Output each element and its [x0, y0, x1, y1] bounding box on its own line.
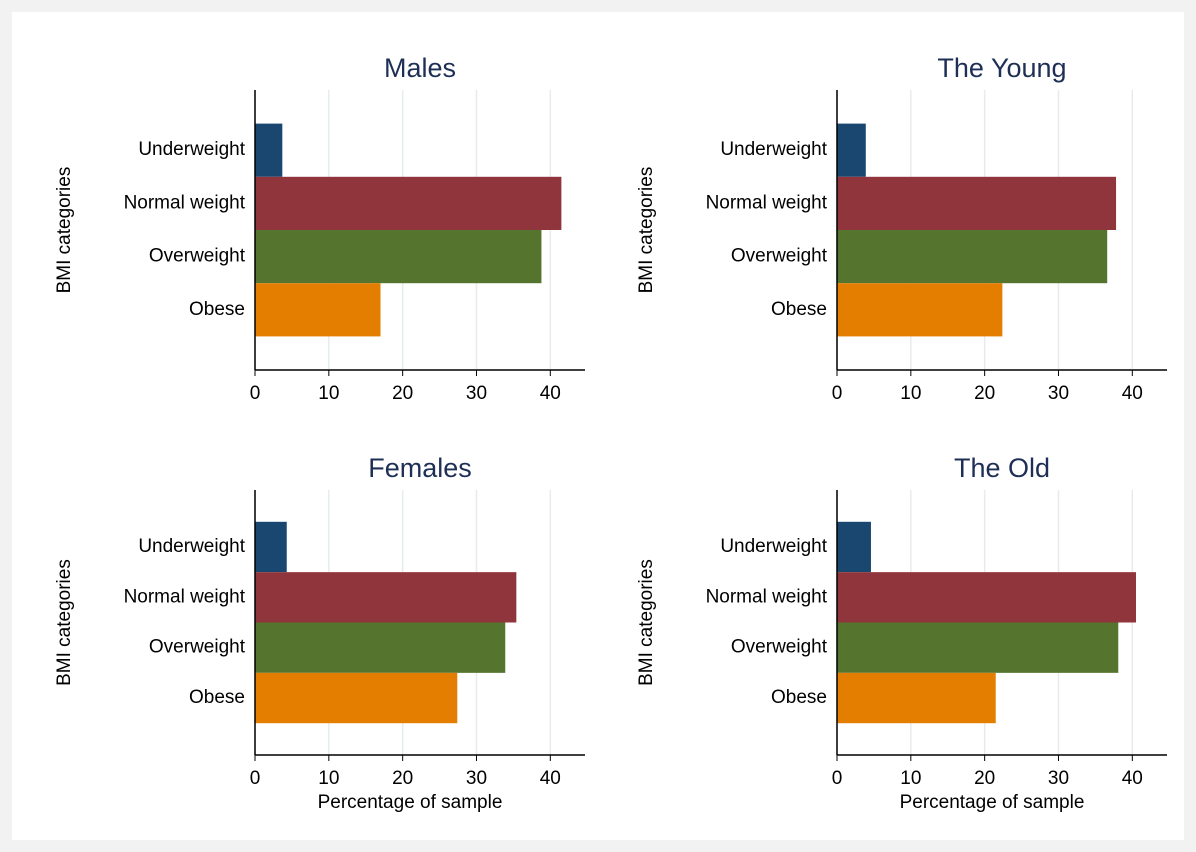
x-tick-label: 40 — [1122, 383, 1143, 404]
y-tick-label: Overweight — [149, 637, 246, 658]
bar — [837, 622, 1119, 673]
x-tick-label: 10 — [900, 768, 921, 789]
y-axis-label: BMI categories — [636, 167, 657, 294]
y-tick-label: Overweight — [731, 637, 828, 658]
chart-title: The Old — [954, 453, 1050, 483]
y-tick-label: Obese — [771, 299, 827, 320]
chart-title: The Young — [937, 53, 1066, 83]
chart-title: Males — [384, 53, 456, 83]
y-tick-label: Obese — [189, 299, 245, 320]
y-tick-label: Underweight — [138, 139, 245, 160]
bar — [255, 622, 506, 673]
x-tick-label: 10 — [900, 383, 921, 404]
y-tick-label: Normal weight — [706, 192, 828, 213]
y-axis-label: BMI categories — [54, 167, 75, 294]
x-tick-label: 40 — [540, 768, 561, 789]
chart-title: Females — [368, 453, 472, 483]
y-tick-label: Normal weight — [706, 586, 828, 607]
bar — [255, 572, 517, 623]
x-tick-label: 20 — [974, 768, 995, 789]
y-axis-label: BMI categories — [636, 559, 657, 686]
y-tick-label: Obese — [771, 687, 827, 708]
x-tick-label: 40 — [540, 383, 561, 404]
bar — [255, 672, 458, 724]
y-tick-label: Underweight — [138, 536, 245, 557]
y-tick-label: Overweight — [149, 246, 246, 267]
x-axis-label: Percentage of sample — [900, 792, 1085, 813]
y-tick-label: Obese — [189, 687, 245, 708]
background — [12, 12, 1184, 840]
bar — [837, 176, 1117, 230]
x-tick-label: 0 — [832, 768, 843, 789]
bar — [255, 123, 283, 177]
x-tick-label: 30 — [466, 383, 487, 404]
x-tick-label: 20 — [392, 768, 413, 789]
bar — [255, 230, 542, 284]
bar — [255, 521, 287, 573]
x-tick-label: 0 — [250, 383, 261, 404]
bar — [837, 283, 1003, 337]
x-tick-label: 40 — [1122, 768, 1143, 789]
y-axis-label: BMI categories — [54, 559, 75, 686]
x-tick-label: 30 — [466, 768, 487, 789]
bar — [837, 572, 1136, 623]
y-tick-label: Normal weight — [124, 586, 246, 607]
x-tick-label: 0 — [250, 768, 261, 789]
bar — [255, 176, 562, 230]
x-tick-label: 30 — [1048, 383, 1069, 404]
x-tick-label: 10 — [318, 768, 339, 789]
bar — [837, 230, 1108, 284]
x-tick-label: 20 — [974, 383, 995, 404]
y-tick-label: Underweight — [720, 536, 827, 557]
bar — [837, 521, 871, 573]
bar — [837, 123, 866, 177]
y-tick-label: Underweight — [720, 139, 827, 160]
x-axis-label: Percentage of sample — [318, 792, 503, 813]
x-tick-label: 30 — [1048, 768, 1069, 789]
x-tick-label: 10 — [318, 383, 339, 404]
x-tick-label: 20 — [392, 383, 413, 404]
y-tick-label: Normal weight — [124, 192, 246, 213]
y-tick-label: Overweight — [731, 246, 828, 267]
bar — [255, 283, 381, 337]
bar — [837, 672, 996, 724]
x-tick-label: 0 — [832, 383, 843, 404]
